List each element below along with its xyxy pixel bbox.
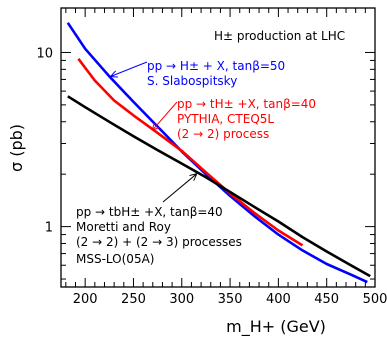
annotation-arrows <box>111 61 196 203</box>
arrow-red <box>153 101 178 130</box>
x-tick-label: 300 <box>169 292 194 307</box>
tick-marks <box>61 8 376 287</box>
y-tick-label: 10 <box>36 46 53 61</box>
red-annotation-line-3: (2 → 2) process <box>177 127 269 141</box>
arrow-black <box>162 174 196 203</box>
black-annotation-line-2: Moretti and Roy <box>76 220 171 234</box>
series-lines <box>66 22 371 284</box>
x-tick-label: 200 <box>73 292 98 307</box>
x-tick-label: 450 <box>314 292 339 307</box>
black-annotation-line-4: MSS-LO(05A) <box>76 252 154 266</box>
red-annotation-line-2: PYTHIA, CTEQ5L <box>177 112 274 126</box>
series-line-3 <box>67 95 371 278</box>
red-annotation-line-1: pp → tH± +X, tanβ=40 <box>177 97 316 111</box>
black-annotation-line-1: pp → tbH± +X, tanβ=40 <box>76 205 223 219</box>
black-annotation-line-3: (2 → 2) + (2 → 3) processes <box>76 235 242 249</box>
y-tick-label: 1 <box>45 221 53 236</box>
tick-labels: 200 250 300 350 400 450 500 1 10 <box>36 46 387 307</box>
plot-frame <box>60 7 376 288</box>
x-axis-title: m_H+ (GeV) <box>226 317 326 337</box>
chart-title: H± production at LHC <box>214 29 345 43</box>
x-tick-label: 500 <box>363 292 387 307</box>
series-line-2 <box>77 58 304 247</box>
x-tick-label: 400 <box>266 292 291 307</box>
y-axis-title: σ (pb) <box>7 124 26 172</box>
arrow-blue <box>111 61 148 76</box>
x-tick-label: 350 <box>218 292 243 307</box>
blue-annotation-line-2: S. Slabospitsky <box>147 74 237 88</box>
blue-annotation-line-1: pp → H± + X, tanβ=50 <box>147 59 285 73</box>
x-tick-label: 250 <box>121 292 146 307</box>
